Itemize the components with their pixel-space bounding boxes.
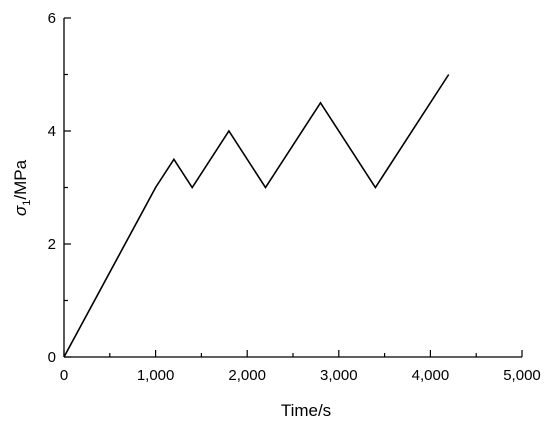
x-axis-title: Time/s bbox=[281, 401, 331, 420]
y-axis-subscript: 1 bbox=[21, 200, 33, 206]
y-axis-symbol: σ bbox=[11, 205, 30, 216]
y-axis-unit: /MPa bbox=[11, 159, 30, 199]
y-axis-title: σ1/MPa bbox=[11, 159, 33, 216]
y-axis-ticks: 0 2 4 6 bbox=[48, 10, 71, 366]
x-tick-label: 3,000 bbox=[320, 367, 358, 384]
y-tick-label: 6 bbox=[48, 10, 56, 27]
y-tick-label: 2 bbox=[48, 236, 56, 253]
x-tick-label: 2,000 bbox=[228, 367, 266, 384]
x-tick-label: 0 bbox=[60, 367, 68, 384]
x-axis-ticks: 0 1,000 2,000 3,000 4,000 5,000 bbox=[60, 350, 541, 384]
x-tick-label: 4,000 bbox=[412, 367, 450, 384]
y-tick-label: 0 bbox=[48, 349, 56, 366]
y-tick-label: 4 bbox=[48, 123, 56, 140]
series-layer bbox=[63, 74, 450, 358]
x-tick-label: 1,000 bbox=[137, 367, 175, 384]
x-tick-label: 5,000 bbox=[503, 367, 541, 384]
plot-area bbox=[63, 18, 522, 358]
series-line bbox=[63, 74, 450, 358]
